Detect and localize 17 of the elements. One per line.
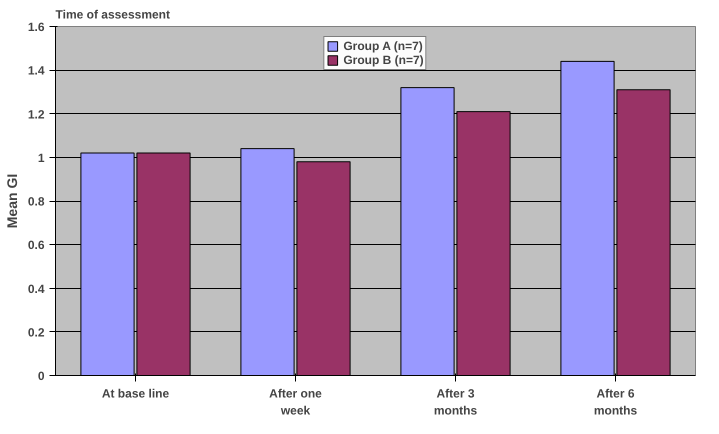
y-tick-label: 0.2 [28, 325, 45, 340]
legend-label: Group A (n=7) [343, 39, 423, 53]
x-tick-label: At base line [102, 386, 170, 400]
y-tick-label: 1.6 [28, 20, 45, 34]
y-tick-label: 1 [38, 150, 45, 165]
y-tick-label: 0 [38, 369, 45, 383]
legend-label: Group B (n=7) [343, 53, 424, 67]
y-tick-label: 1.2 [28, 107, 45, 122]
x-tick-label: After 3 months [434, 386, 478, 418]
chart-title: Time of assessment [56, 8, 170, 22]
y-tick-label: 0.8 [28, 194, 45, 208]
y-tick-label: 1.4 [28, 64, 45, 78]
x-tick-label: After 6 months [594, 386, 638, 418]
y-tick-label: 0.6 [28, 238, 45, 252]
y-tick-label: 0.4 [28, 282, 45, 296]
y-axis-title: Mean GI [4, 174, 20, 228]
x-tick-label: After one week [269, 386, 322, 418]
